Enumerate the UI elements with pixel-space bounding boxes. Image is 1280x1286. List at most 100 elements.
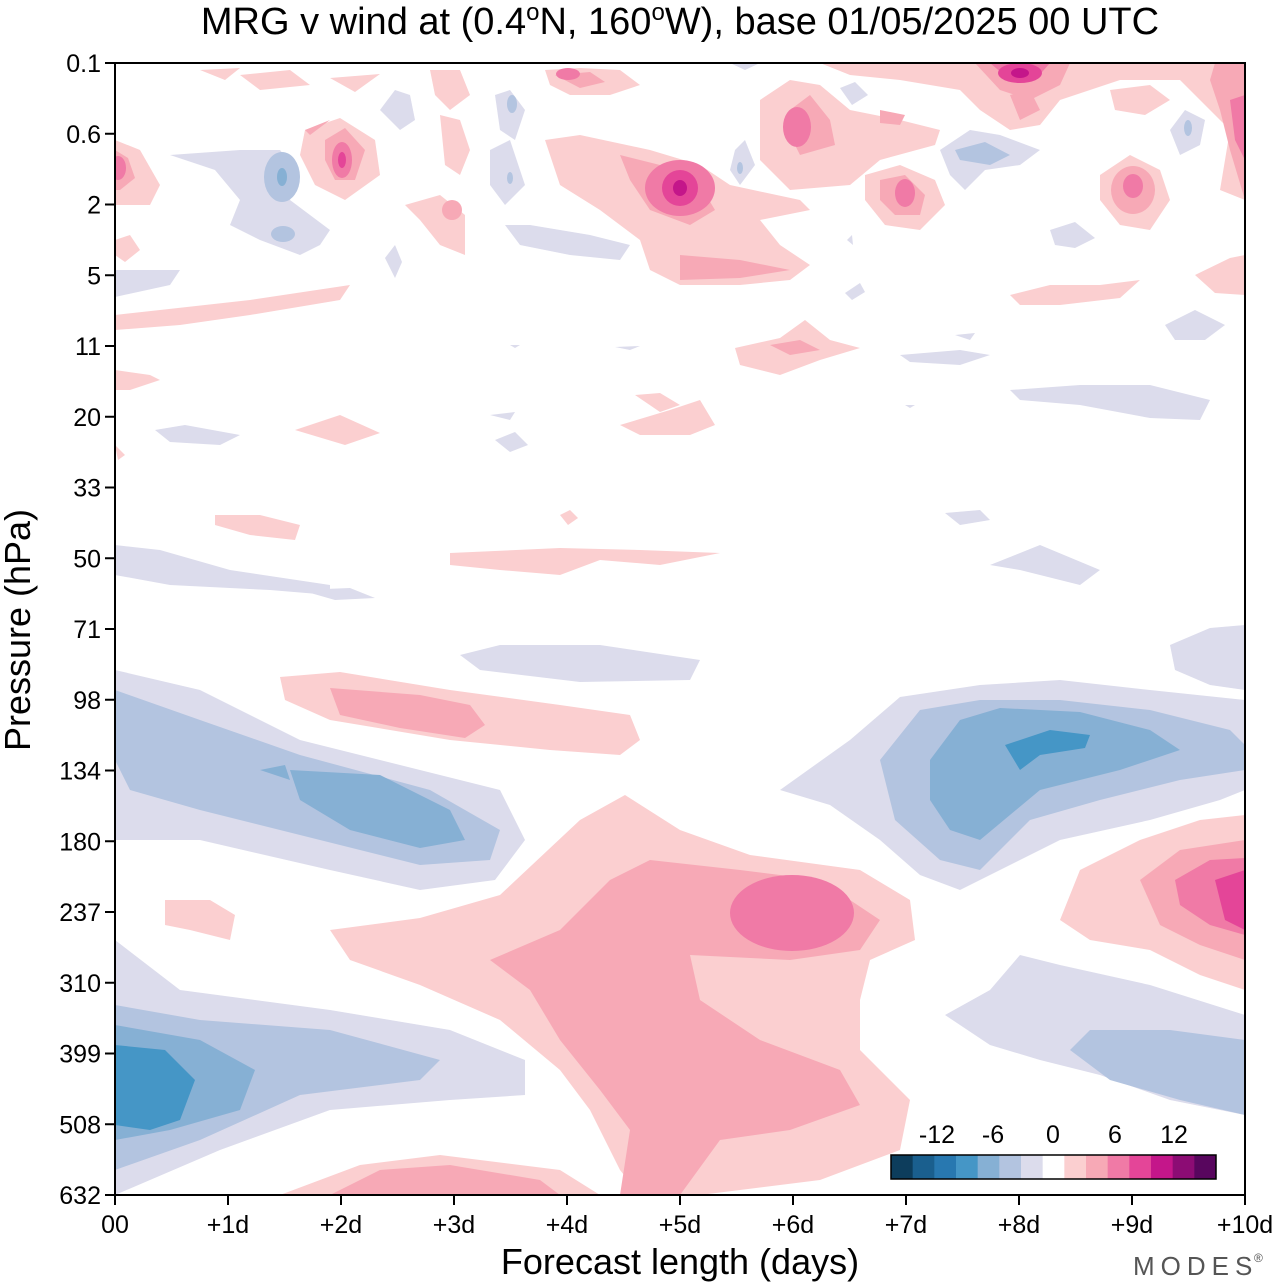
contour-region xyxy=(330,688,485,738)
contour-region xyxy=(945,510,990,525)
contour-region xyxy=(730,140,755,185)
y-tick-label: 632 xyxy=(59,1182,101,1210)
contour-region xyxy=(495,90,525,140)
colorbar-swatch xyxy=(912,1155,935,1179)
x-tick-label: +6d xyxy=(772,1211,814,1239)
contour-region xyxy=(450,548,720,575)
contour-region xyxy=(1210,63,1245,200)
contour-region xyxy=(737,162,743,174)
contour-region xyxy=(385,245,402,278)
contour-region xyxy=(115,140,160,205)
colorbar-swatch xyxy=(1086,1155,1109,1179)
contour-region xyxy=(505,225,630,260)
y-tick-label: 11 xyxy=(75,333,101,361)
x-tick-label: 00 xyxy=(101,1211,129,1239)
colorbar-swatch xyxy=(956,1155,979,1179)
y-tick-label: 0.6 xyxy=(66,121,101,149)
contour-region xyxy=(305,120,330,135)
contour-region xyxy=(240,70,310,90)
colorbar-swatch xyxy=(1129,1155,1152,1179)
colorbar-swatch xyxy=(1107,1155,1130,1179)
contour-region xyxy=(430,70,470,110)
colorbar-swatch xyxy=(1064,1155,1087,1179)
y-tick-label: 180 xyxy=(59,828,101,856)
contour-region xyxy=(295,415,380,445)
colorbar-swatch xyxy=(1021,1155,1044,1179)
contour-region xyxy=(840,82,868,105)
contour-region xyxy=(673,180,687,196)
colorbar-swatch xyxy=(1172,1155,1195,1179)
x-tick-label: +7d xyxy=(885,1211,927,1239)
contour-region xyxy=(271,226,295,242)
y-axis-label: Pressure (hPa) xyxy=(0,509,38,751)
contour-region xyxy=(165,900,235,940)
contour-region xyxy=(1123,174,1143,198)
chart-title: MRG v wind at (0.4oN, 160oW), base 01/05… xyxy=(201,0,1159,43)
y-tick-label: 134 xyxy=(59,758,101,786)
x-tick-label: +10d xyxy=(1217,1211,1273,1239)
y-tick-label: 50 xyxy=(73,545,101,573)
colorbar-tick-label: -12 xyxy=(919,1121,955,1149)
contour-region xyxy=(115,370,160,390)
contour-region xyxy=(560,510,578,525)
x-tick-label: +5d xyxy=(659,1211,701,1239)
y-tick-label: 98 xyxy=(73,687,101,715)
contour-region xyxy=(277,168,287,186)
contour-region xyxy=(507,172,513,184)
y-tick-label: 33 xyxy=(73,475,101,503)
colorbar-tick-label: 0 xyxy=(1046,1121,1060,1149)
colorbar-tick-label: 6 xyxy=(1108,1121,1122,1149)
contour-region xyxy=(300,588,375,600)
contour-region xyxy=(1165,310,1225,340)
contour-region xyxy=(460,645,700,682)
colorbar-swatch xyxy=(1151,1155,1174,1179)
modes-logo: MODES xyxy=(1133,1251,1258,1281)
contour-region xyxy=(490,412,515,420)
contour-region xyxy=(290,770,465,848)
x-axis-label: Forecast length (days) xyxy=(501,1241,859,1282)
contour-region xyxy=(510,345,520,348)
colorbar-tick-label: -6 xyxy=(982,1121,1004,1149)
contour-region xyxy=(730,875,854,951)
contour-region xyxy=(895,179,915,207)
contour-region xyxy=(338,152,346,168)
contour-region xyxy=(955,333,975,340)
contour-region xyxy=(1010,385,1210,420)
contour-region xyxy=(155,425,240,445)
contour-region xyxy=(730,63,760,70)
contour-region xyxy=(200,68,240,80)
y-tick-label: 20 xyxy=(73,404,101,432)
contour-region xyxy=(507,95,517,113)
contour-region xyxy=(260,765,290,780)
contour-region xyxy=(930,708,1180,840)
colorbar-swatch xyxy=(891,1155,914,1179)
colorbar-tick-label: 12 xyxy=(1160,1121,1188,1149)
contour-region xyxy=(115,285,350,330)
colorbar-swatch xyxy=(1042,1155,1065,1179)
contour-region xyxy=(495,432,528,452)
contour-region xyxy=(440,115,470,175)
y-tick-label: 5 xyxy=(87,262,101,290)
colorbar-swatch xyxy=(934,1155,957,1179)
contour-region xyxy=(635,393,680,412)
x-tick-label: +3d xyxy=(433,1211,475,1239)
colorbar-swatch xyxy=(999,1155,1022,1179)
contour-region xyxy=(115,270,180,297)
x-tick-label: +2d xyxy=(320,1211,362,1239)
contour-region xyxy=(990,545,1100,585)
y-tick-label: 508 xyxy=(59,1111,101,1139)
y-tick-label: 2 xyxy=(87,192,101,220)
contour-region xyxy=(615,346,640,350)
contour-region xyxy=(1184,120,1192,136)
contour-region xyxy=(905,405,915,408)
contour-region xyxy=(115,545,330,595)
colorbar: -12 -6 0 6 12 xyxy=(890,1121,1217,1180)
contour-region xyxy=(330,1165,560,1195)
contour-region xyxy=(1005,730,1090,770)
x-axis: 00 +1d +2d +3d +4d +5d +6d +7d +8d +9d +10d xyxy=(101,1195,1273,1239)
contour-region xyxy=(1010,280,1140,305)
x-tick-label: +8d xyxy=(998,1211,1040,1239)
y-axis: 0.1 0.6 2 5 11 20 33 50 71 98 134 180 237 310 399 508 63… xyxy=(59,50,115,1210)
contour-region xyxy=(955,142,1010,165)
colorbar-swatch xyxy=(977,1155,1000,1179)
